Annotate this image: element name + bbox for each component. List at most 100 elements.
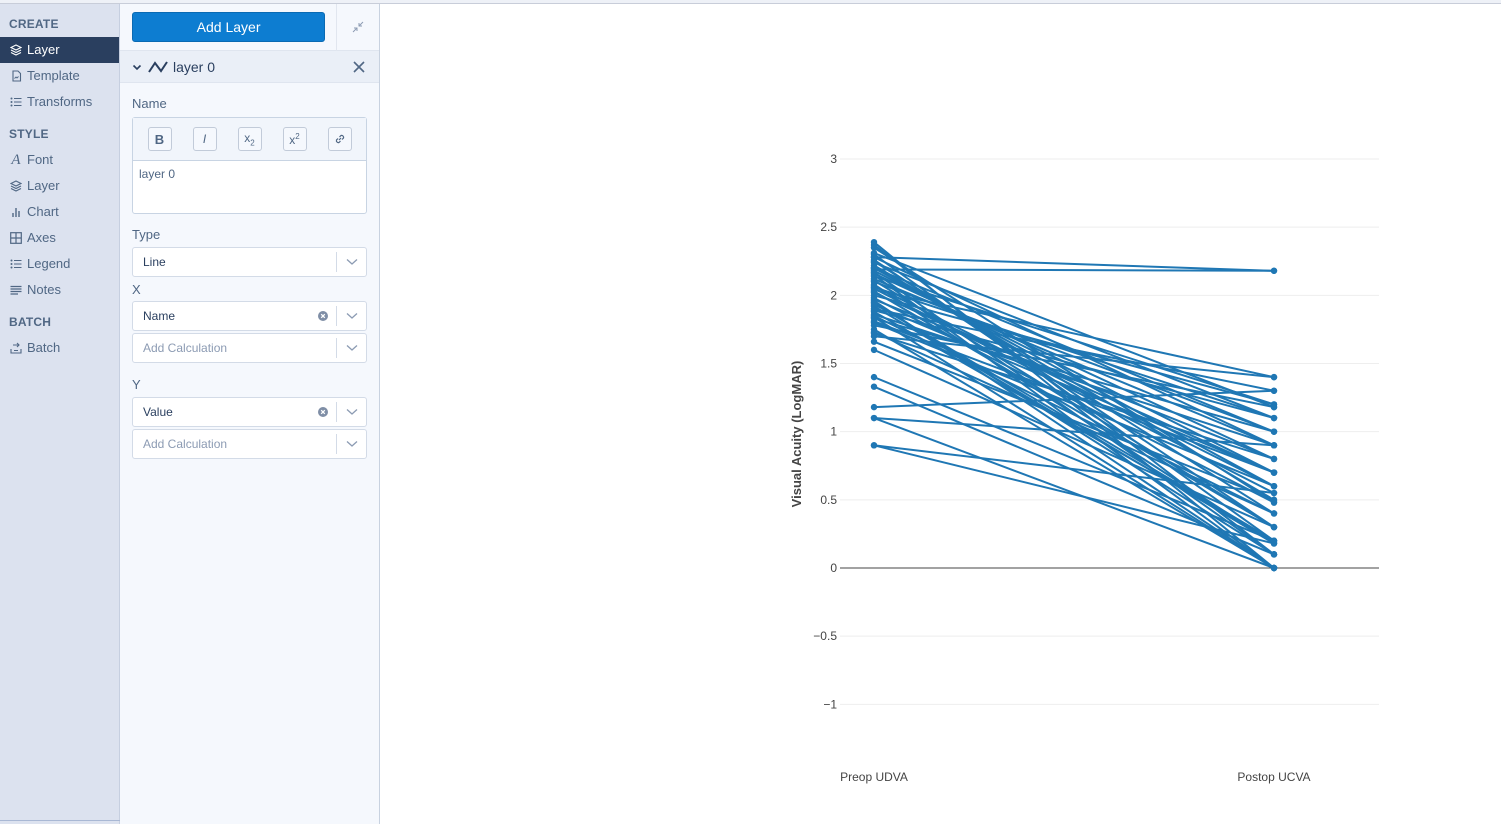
chevron-down-icon[interactable] [336,338,366,358]
data-point[interactable] [870,442,878,449]
data-point[interactable] [1270,267,1278,274]
trace-line[interactable] [873,275,1275,406]
data-point[interactable] [870,373,878,381]
data-point[interactable] [870,383,878,390]
paired-line-chart[interactable]: 3 2.5 2 1.5 1 0.5 0 −0.5 −1 Preop UDVA Postop UCVA… [381,4,1501,824]
collapse-all-button[interactable] [336,3,379,51]
data-point[interactable] [870,249,878,257]
trace-line[interactable] [873,298,1275,460]
data-point[interactable] [1270,510,1278,517]
data-point[interactable] [1270,537,1278,544]
data-point[interactable] [1270,373,1278,381]
data-point[interactable] [870,307,878,314]
trace-line[interactable] [873,271,1275,556]
data-point[interactable] [1270,499,1278,506]
data-point[interactable] [870,268,878,276]
trace-line[interactable] [873,303,1275,474]
chevron-down-icon[interactable] [336,252,366,272]
trace-line[interactable] [873,279,1275,528]
data-point[interactable] [1270,455,1278,463]
trace-line[interactable] [873,291,1275,474]
data-point[interactable] [870,277,878,284]
trace-line[interactable] [873,302,1275,542]
sidebar-item-style-notes[interactable]: Notes [0,277,119,303]
layer-header[interactable]: layer 0 [120,51,379,83]
data-point[interactable] [870,318,878,325]
trace-line[interactable] [873,256,1275,272]
clear-x-button[interactable] [316,311,330,321]
bold-button[interactable]: B [147,127,172,151]
trace-line[interactable] [873,297,1275,504]
data-point[interactable] [870,414,878,422]
chart-canvas[interactable]: 3 2.5 2 1.5 1 0.5 0 −0.5 −1 Preop UDVA Postop UCVA… [381,4,1501,824]
sidebar-item-style-axes[interactable]: Axes [0,225,119,251]
y-axis-title[interactable]: Visual Acuity (LogMAR) [789,361,804,508]
sidebar-item-create-template[interactable]: Template [0,63,119,89]
subscript-button[interactable]: x2 [237,127,262,151]
sidebar-item-style-legend[interactable]: Legend [0,251,119,277]
data-point[interactable] [1270,523,1278,531]
trace-line[interactable] [873,286,1275,419]
clear-y-button[interactable] [316,407,330,417]
trace-line[interactable] [873,417,1275,447]
layer-title: layer 0 [173,58,216,75]
type-dropdown[interactable]: Line [132,247,367,277]
italic-button[interactable]: I [192,127,217,151]
sidebar-item-create-transforms[interactable]: Transforms [0,89,119,115]
delete-layer-button[interactable] [353,60,365,73]
data-point[interactable] [1270,469,1278,476]
data-point[interactable] [1270,551,1278,558]
trace-line[interactable] [873,348,1275,529]
data-point[interactable] [870,346,878,354]
y-dropdown[interactable]: Value [132,397,367,427]
name-text-input[interactable]: layer 0 [139,167,176,181]
superscript-button[interactable]: x2 [282,127,307,151]
trace-line[interactable] [873,417,1275,569]
trace-line[interactable] [873,320,1275,474]
x-calculation-dropdown[interactable]: Add Calculation [132,333,367,363]
sidebar-item-style-chart[interactable]: Chart [0,199,119,225]
data-point[interactable] [870,300,878,307]
chevron-down-icon[interactable] [336,306,366,326]
trace-line[interactable] [873,267,1275,433]
sidebar-item-create-layer[interactable]: Layer [0,37,119,63]
trace-line[interactable] [873,389,1275,409]
data-point[interactable] [1270,564,1278,572]
data-point[interactable] [1270,414,1278,422]
trace-line[interactable] [873,340,1275,501]
data-point[interactable] [870,328,878,336]
chevron-down-icon[interactable] [132,62,142,72]
trace-line[interactable] [873,252,1275,409]
trace-line[interactable] [873,316,1275,569]
link-button[interactable] [327,127,352,151]
data-point[interactable] [1270,403,1278,411]
chevron-down-icon[interactable] [336,434,366,454]
trace-line[interactable] [873,328,1275,569]
data-point[interactable] [870,338,878,345]
data-point[interactable] [1270,442,1278,449]
data-point[interactable] [870,403,878,411]
trace-line[interactable] [873,290,1275,528]
sidebar-divider [0,820,120,821]
y-calculation-dropdown[interactable]: Add Calculation [132,429,367,459]
sidebar-item-style-font[interactable]: A Font [0,147,119,173]
trace-line[interactable] [873,444,1275,545]
sidebar-item-style-layer[interactable]: Layer [0,173,119,199]
trace-line[interactable] [873,314,1275,515]
data-point[interactable] [870,244,878,251]
sidebar-item-batch-batch[interactable]: Batch [0,335,119,361]
add-layer-button[interactable]: Add Layer [132,12,326,42]
x-dropdown[interactable]: Name [132,301,367,331]
data-point[interactable] [1270,428,1278,435]
data-point[interactable] [1270,387,1278,394]
data-point[interactable] [870,286,878,294]
trace-line[interactable] [873,309,1275,419]
data-point[interactable] [870,259,878,266]
trace-line[interactable] [873,268,1275,272]
trace-line[interactable] [873,246,1275,504]
chevron-down-icon[interactable] [336,402,366,422]
trace-line[interactable] [873,288,1275,379]
data-point[interactable] [1270,483,1278,490]
trace-line[interactable] [873,256,1275,447]
data-point[interactable] [1270,489,1278,497]
